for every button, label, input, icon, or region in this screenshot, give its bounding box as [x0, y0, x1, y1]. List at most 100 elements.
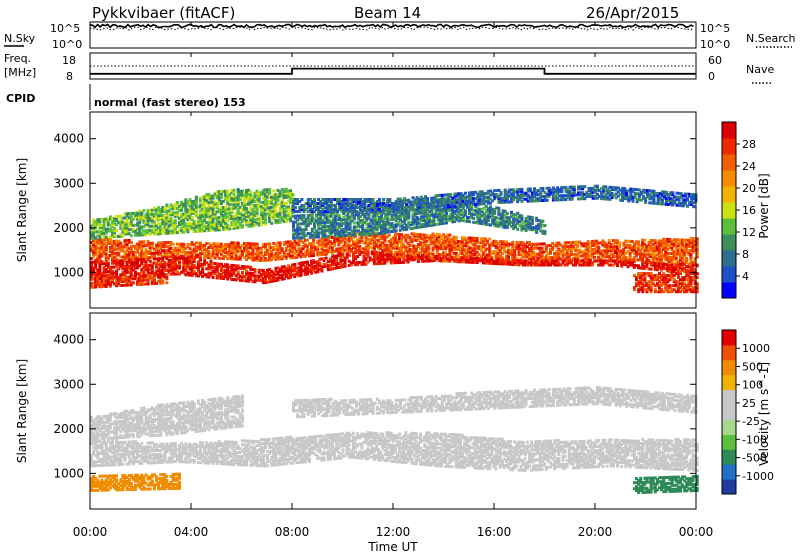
power-cell	[104, 231, 108, 235]
power-cell	[284, 219, 288, 223]
nave-label: Nave	[746, 63, 774, 76]
power-cell	[211, 220, 215, 224]
power-cell	[159, 210, 163, 214]
power-cell	[165, 268, 169, 272]
power-cell	[192, 247, 196, 251]
power-cell	[414, 234, 418, 238]
power-cell	[194, 229, 198, 233]
power-cell	[219, 202, 223, 206]
power-cell	[291, 197, 295, 200]
power-cell	[421, 245, 425, 249]
power-cell	[165, 255, 169, 259]
power-cell	[678, 242, 682, 246]
power-cell	[253, 268, 257, 272]
power-cell	[159, 226, 163, 230]
power-cell	[528, 241, 531, 245]
power-cell	[106, 265, 110, 269]
power-cell	[249, 267, 253, 271]
power-cell	[616, 251, 619, 255]
power-cell	[370, 258, 374, 262]
power-cell	[245, 279, 249, 283]
power-cell	[695, 249, 699, 253]
power-cell	[657, 241, 661, 245]
power-cell	[152, 271, 156, 275]
power-cell	[280, 202, 284, 206]
power-cell	[282, 188, 286, 192]
power-cell	[165, 245, 169, 249]
power-cell	[282, 265, 286, 269]
power-cell	[226, 263, 230, 267]
power-cell	[297, 243, 301, 247]
power-cell	[98, 252, 102, 256]
power-cell	[274, 253, 278, 257]
power-cell	[582, 258, 586, 262]
power-cell	[209, 259, 213, 263]
power-cell	[171, 227, 175, 231]
power-cell	[379, 253, 383, 257]
power-cell	[425, 255, 429, 259]
power-cell	[305, 270, 309, 274]
power-cell	[590, 241, 594, 245]
power-cell	[138, 229, 142, 233]
power-cell	[257, 270, 261, 274]
power-cell	[331, 255, 334, 259]
power-cell	[349, 261, 353, 265]
power-cell	[186, 230, 190, 234]
power-cell	[276, 272, 280, 276]
power-cell	[475, 247, 479, 250]
power-cell	[473, 244, 477, 248]
power-cell	[693, 261, 697, 265]
power-cell	[628, 258, 632, 261]
power-cell	[194, 209, 198, 213]
power-cell	[305, 250, 309, 254]
power-cell	[308, 250, 311, 254]
power-cell	[100, 240, 104, 244]
power-cell	[394, 229, 398, 233]
power-cell	[316, 247, 320, 251]
freq-left-tick-top: 18	[62, 54, 76, 67]
power-cell	[272, 195, 276, 199]
power-cell	[157, 245, 161, 249]
power-cell	[173, 260, 177, 264]
power-cell	[670, 240, 674, 244]
power-cell	[509, 260, 513, 264]
power-cell	[333, 234, 337, 238]
power-cell	[354, 255, 358, 259]
power-cell	[119, 222, 123, 226]
power-cell	[266, 204, 269, 208]
power-cell	[268, 190, 272, 193]
power-cell	[586, 256, 590, 260]
power-cell	[507, 254, 511, 258]
power-cell	[205, 221, 209, 225]
power-cell	[572, 240, 575, 244]
power-cell	[188, 226, 192, 230]
power-cell	[319, 221, 323, 225]
power-cell	[125, 226, 129, 230]
power-cell	[257, 191, 261, 195]
power-cell	[173, 250, 177, 254]
power-cell	[243, 219, 246, 223]
power-cell	[190, 249, 194, 253]
power-cell	[125, 243, 129, 247]
power-cell	[266, 192, 269, 196]
power-cell	[282, 220, 286, 224]
power-cell	[634, 258, 638, 262]
power-cell	[308, 213, 312, 217]
power-cell	[344, 225, 348, 229]
power-cell	[192, 207, 196, 211]
power-cell	[423, 247, 427, 251]
power-cell	[402, 251, 406, 255]
power-cell	[270, 201, 274, 205]
power-cell	[325, 212, 329, 216]
power-cell	[98, 228, 102, 232]
power-cell	[352, 217, 356, 221]
power-cell	[211, 194, 215, 198]
power-cell	[469, 240, 473, 244]
power-cell	[226, 219, 230, 223]
power-cell	[294, 220, 298, 224]
power-cell	[676, 250, 680, 254]
power-cell	[316, 268, 320, 272]
power-cell	[320, 265, 324, 269]
power-cell	[354, 248, 358, 252]
power-cell	[574, 246, 578, 250]
